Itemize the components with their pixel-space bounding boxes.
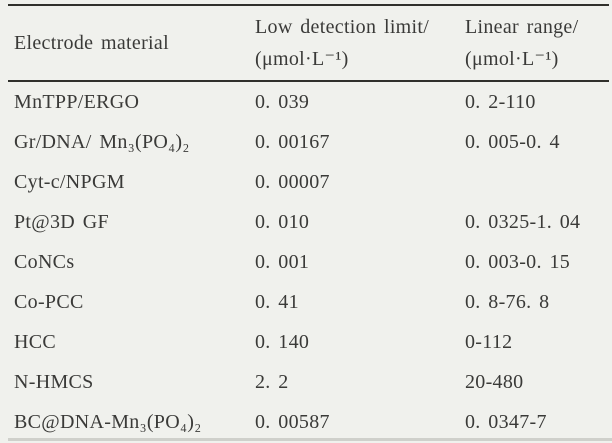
table-row: Co-PCC 0. 41 0. 8-76. 8 (8, 282, 609, 322)
header-unit: (μmol·L⁻¹) (255, 48, 349, 70)
cell-low-detection-limit: 0. 00167 (255, 130, 330, 153)
cell-low-detection-limit: 0. 039 (255, 90, 310, 113)
header-row: Electrode material Low detection limit/ … (8, 5, 609, 81)
cell-linear-range: 20-480 (465, 370, 524, 393)
table-row: MnTPP/ERGO 0. 039 0. 2-110 (8, 81, 609, 122)
cell-material: CoNCs (14, 250, 75, 273)
cell-low-detection-limit: 0. 001 (255, 250, 310, 273)
cell-material: MnTPP/ERGO (14, 90, 140, 113)
cell-linear-range: 0. 2-110 (465, 90, 536, 113)
cell-linear-range: 0. 0347-7 (465, 410, 547, 433)
cell-low-detection-limit: 0. 140 (255, 330, 310, 353)
cell-linear-range: 0. 003-0. 15 (465, 250, 571, 273)
cell-material: Cyt-c/NPGM (14, 170, 125, 193)
header-unit: (μmol·L⁻¹) (465, 48, 559, 70)
cell-material: HCC (14, 330, 57, 353)
electrode-detection-table: Electrode material Low detection limit/ … (8, 4, 609, 442)
table-body: MnTPP/ERGO 0. 039 0. 2-110 Gr/DNA/ Mn₃(PO₄)… (8, 81, 609, 442)
cell-material: N-HMCS (14, 370, 94, 393)
column-header-low-detection-limit: Low detection limit/ (μmol·L⁻¹) (255, 5, 465, 81)
table-row: BC@DNA-Mn₃(PO₄)₂ 0. 00587 0. 0347-7 (8, 402, 609, 442)
table-row: N-HMCS 2. 2 20-480 (8, 362, 609, 402)
cell-low-detection-limit: 0. 41 (255, 290, 299, 313)
table-row: Cyt-c/NPGM 0. 00007 (8, 162, 609, 202)
header-label: Low detection limit/ (255, 16, 430, 38)
cell-material: BC@DNA-Mn₃(PO₄)₂ (14, 410, 202, 433)
cell-linear-range (465, 162, 609, 202)
cell-linear-range: 0. 005-0. 4 (465, 130, 560, 153)
cell-linear-range: 0. 8-76. 8 (465, 290, 550, 313)
cell-material: Pt@3D GF (14, 210, 109, 233)
cell-linear-range: 0-112 (465, 330, 513, 353)
cell-material: Co-PCC (14, 290, 84, 313)
bottom-rule-cropped (8, 438, 612, 441)
header-label: Electrode material (14, 32, 169, 54)
header-label: Linear range/ (465, 16, 579, 38)
column-header-electrode-material: Electrode material (8, 5, 255, 81)
table-row: Pt@3D GF 0. 010 0. 0325-1. 04 (8, 202, 609, 242)
table-row: CoNCs 0. 001 0. 003-0. 15 (8, 242, 609, 282)
cell-low-detection-limit: 0. 00587 (255, 410, 330, 433)
cell-low-detection-limit: 2. 2 (255, 370, 289, 393)
column-header-linear-range: Linear range/ (μmol·L⁻¹) (465, 5, 609, 81)
table-row: Gr/DNA/ Mn₃(PO₄)₂ 0. 00167 0. 005-0. 4 (8, 122, 609, 162)
table-row: HCC 0. 140 0-112 (8, 322, 609, 362)
cell-low-detection-limit: 0. 010 (255, 210, 310, 233)
cell-material: Gr/DNA/ Mn₃(PO₄)₂ (14, 130, 190, 153)
cell-low-detection-limit: 0. 00007 (255, 170, 330, 193)
cell-linear-range: 0. 0325-1. 04 (465, 210, 581, 233)
